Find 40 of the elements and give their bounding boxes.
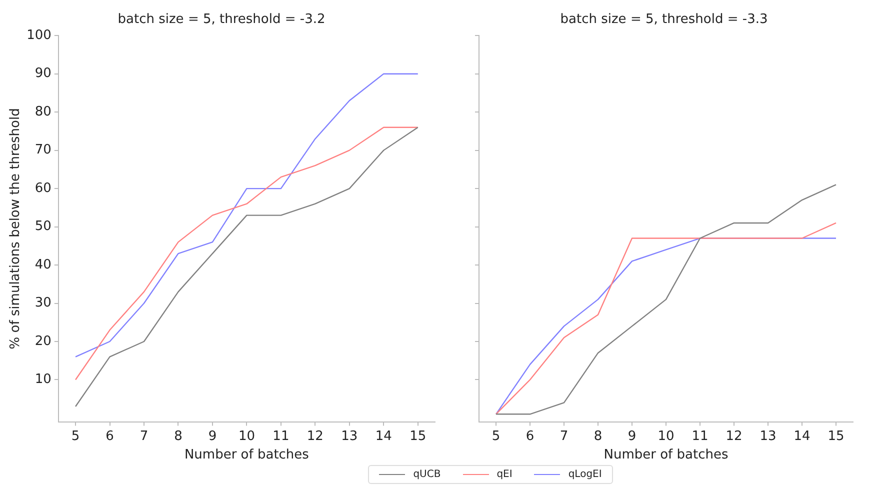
y-tick-label: 100 [26, 28, 52, 43]
x-tick-label: 13 [341, 428, 358, 444]
y-tick-label: 70 [34, 142, 52, 158]
y-axis-title: % of simulations below the threshold [8, 108, 24, 350]
y-tick-label: 90 [34, 66, 52, 82]
chart-title: batch size = 5, threshold = -3.2 [118, 12, 326, 28]
x-tick-label: 14 [375, 428, 392, 444]
x-tick-label: 5 [492, 428, 500, 444]
x-tick-label: 13 [760, 428, 776, 444]
x-tick-label: 10 [658, 428, 674, 444]
x-tick-label: 15 [828, 428, 844, 444]
y-tick-label: 20 [34, 334, 52, 349]
x-tick-label: 7 [560, 428, 568, 444]
x-axis-title: Number of batches [604, 448, 728, 463]
x-axis-title: Number of batches [184, 448, 310, 463]
y-tick-label: 30 [34, 296, 52, 311]
x-tick-label: 9 [628, 428, 636, 444]
y-tick-label: 80 [34, 104, 52, 120]
x-tick-label: 14 [794, 428, 810, 444]
x-tick-label: 12 [306, 428, 324, 444]
x-tick-label: 12 [726, 428, 742, 444]
x-tick-label: 8 [594, 428, 602, 444]
x-tick-label: 9 [208, 428, 217, 444]
y-tick-label: 40 [34, 257, 52, 272]
y-tick-label: 50 [34, 219, 52, 234]
legend-label: qUCB [413, 469, 441, 480]
x-tick-label: 8 [174, 428, 182, 444]
legend-label: qLogEI [568, 469, 602, 480]
y-tick-label: 10 [34, 372, 52, 388]
x-tick-label: 11 [692, 428, 708, 444]
x-tick-label: 5 [71, 428, 80, 444]
legend-label: qEI [496, 469, 512, 480]
x-tick-label: 11 [272, 428, 290, 444]
y-tick-label: 60 [34, 180, 52, 196]
x-tick-label: 6 [106, 428, 114, 444]
x-tick-label: 6 [526, 428, 534, 444]
chart-title: batch size = 5, threshold = -3.3 [560, 12, 768, 28]
x-tick-label: 10 [238, 428, 255, 444]
x-tick-label: 15 [410, 428, 426, 444]
x-tick-label: 7 [140, 428, 148, 444]
